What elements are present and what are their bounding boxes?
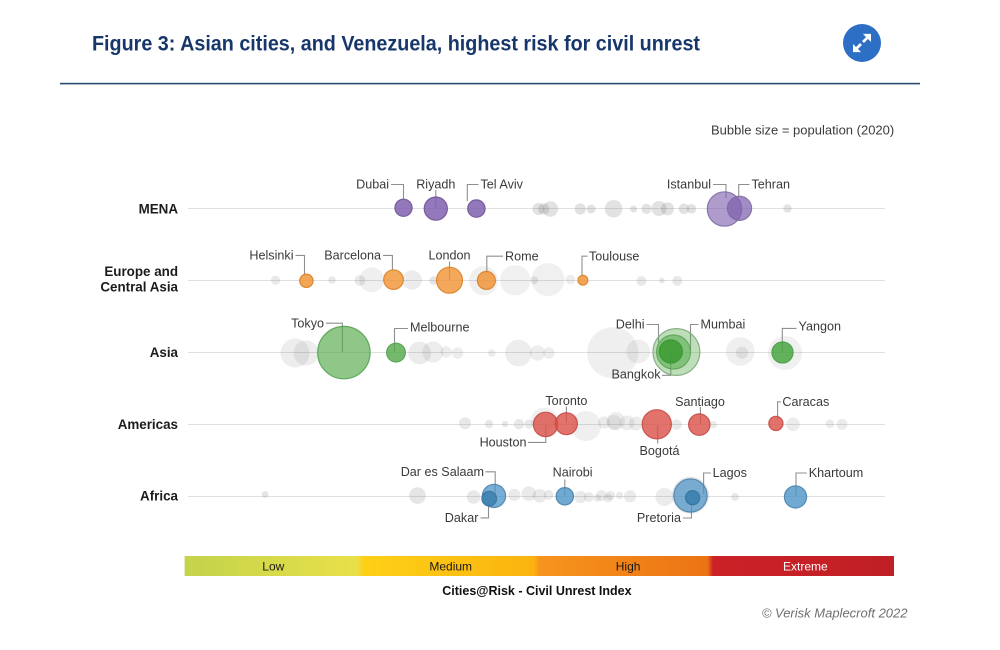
svg-text:Figure 3: Asian cities, and Ve: Figure 3: Asian cities, and Venezuela, h…	[92, 32, 700, 56]
svg-text:Africa: Africa	[140, 489, 179, 504]
svg-text:Riyadh: Riyadh	[416, 178, 455, 192]
svg-text:Tokyo: Tokyo	[291, 316, 324, 330]
svg-text:Tehran: Tehran	[752, 178, 791, 192]
svg-text:Dar es Salaam: Dar es Salaam	[401, 465, 484, 479]
svg-text:Extreme: Extreme	[783, 560, 828, 574]
svg-text:Central Asia: Central Asia	[100, 279, 178, 294]
svg-text:Houston: Houston	[480, 436, 527, 450]
svg-text:London: London	[428, 249, 470, 263]
svg-text:Toulouse: Toulouse	[589, 249, 639, 263]
svg-text:© Verisk Maplecroft 2022: © Verisk Maplecroft 2022	[762, 606, 908, 621]
svg-text:Dubai: Dubai	[356, 178, 389, 192]
svg-text:Americas: Americas	[118, 417, 178, 432]
svg-text:Istanbul: Istanbul	[667, 178, 711, 192]
svg-text:Europe and: Europe and	[104, 264, 178, 279]
svg-text:Toronto: Toronto	[545, 394, 587, 408]
svg-text:Caracas: Caracas	[782, 395, 829, 409]
svg-text:Tel Aviv: Tel Aviv	[481, 178, 524, 192]
svg-text:Lagos: Lagos	[713, 466, 747, 480]
svg-text:Nairobi: Nairobi	[553, 466, 593, 480]
svg-text:Mumbai: Mumbai	[701, 318, 746, 332]
svg-text:Dakar: Dakar	[445, 511, 479, 525]
svg-text:Pretoria: Pretoria	[637, 511, 681, 525]
svg-text:Yangon: Yangon	[799, 320, 842, 334]
svg-text:Rome: Rome	[505, 249, 539, 263]
svg-text:Barcelona: Barcelona	[324, 249, 381, 263]
svg-text:Low: Low	[262, 560, 284, 574]
svg-text:Helsinki: Helsinki	[249, 249, 293, 263]
svg-text:MENA: MENA	[139, 201, 179, 216]
svg-text:Santiago: Santiago	[675, 395, 725, 409]
svg-text:Bubble size = population (2020: Bubble size = population (2020)	[711, 123, 894, 138]
svg-text:Delhi: Delhi	[616, 318, 645, 332]
svg-text:Khartoum: Khartoum	[809, 466, 864, 480]
svg-text:Cities@Risk - Civil Unrest Ind: Cities@Risk - Civil Unrest Index	[442, 584, 631, 598]
svg-text:High: High	[616, 560, 641, 574]
svg-text:Medium: Medium	[429, 560, 472, 574]
svg-text:Asia: Asia	[150, 345, 179, 360]
svg-text:Melbourne: Melbourne	[410, 320, 470, 334]
svg-text:Bangkok: Bangkok	[611, 367, 661, 381]
svg-text:Bogotá: Bogotá	[640, 444, 680, 458]
